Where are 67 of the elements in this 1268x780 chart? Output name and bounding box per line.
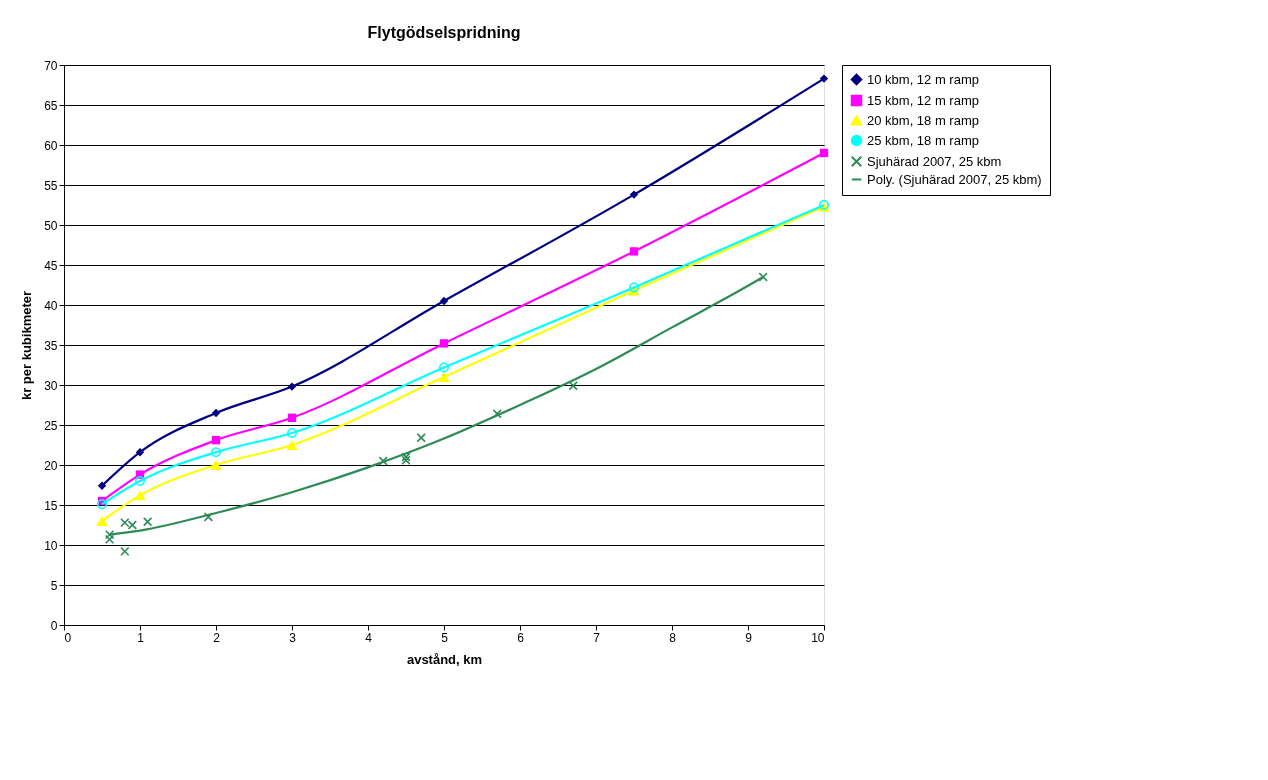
y-tick-label: 65 bbox=[44, 98, 58, 113]
legend-label: Sjuhärad 2007, 25 kbm bbox=[867, 153, 1002, 169]
point bbox=[211, 447, 221, 458]
point bbox=[287, 382, 297, 391]
point bbox=[439, 296, 449, 306]
y-tick-label: 10 bbox=[44, 538, 58, 553]
point bbox=[96, 516, 108, 526]
x-tick-label: 5 bbox=[441, 630, 449, 645]
y-tick-label: 30 bbox=[44, 378, 58, 393]
y-tick-label: 0 bbox=[50, 618, 58, 633]
point bbox=[378, 456, 388, 466]
point bbox=[104, 529, 115, 540]
point bbox=[211, 436, 221, 445]
x-tick-label: 10 bbox=[811, 630, 825, 645]
point bbox=[203, 512, 214, 522]
point bbox=[629, 247, 639, 256]
y-axis-title: kr per kubikmeter bbox=[19, 290, 35, 401]
x-tick-label: 7 bbox=[593, 630, 601, 645]
point bbox=[135, 476, 145, 486]
chart-title: Flytgödselspridning bbox=[367, 24, 521, 41]
x-tick-label: 8 bbox=[669, 630, 677, 645]
x-tick-label: 9 bbox=[745, 630, 753, 645]
y-tick-label: 5 bbox=[50, 578, 58, 593]
legend-label: 10 kbm, 12 m ramp bbox=[867, 71, 979, 87]
legend-label: 15 kbm, 12 m ramp bbox=[867, 92, 979, 108]
y-tick-label: 60 bbox=[44, 138, 58, 153]
point bbox=[97, 499, 107, 510]
point bbox=[120, 546, 130, 557]
y-tick-label: 50 bbox=[44, 218, 58, 233]
y-tick-label: 15 bbox=[44, 498, 58, 513]
y-tick-label: 45 bbox=[44, 258, 58, 273]
x-axis-title: avstånd, km bbox=[406, 651, 483, 667]
point bbox=[492, 409, 502, 419]
point bbox=[758, 272, 768, 282]
x-tick-label: 6 bbox=[517, 630, 525, 645]
point bbox=[819, 148, 829, 158]
legend-label: Poly. (Sjuhärad 2007, 25 kbm) bbox=[867, 171, 1042, 187]
legend-label: 25 kbm, 18 m ramp bbox=[867, 132, 979, 148]
y-tick-label: 20 bbox=[44, 458, 58, 473]
x-tick-label: 4 bbox=[365, 630, 373, 645]
y-tick-label: 55 bbox=[44, 178, 58, 193]
point bbox=[97, 481, 107, 490]
point bbox=[416, 433, 426, 443]
legend-label: 20 kbm, 18 m ramp bbox=[867, 112, 979, 128]
x-tick-label: 1 bbox=[137, 630, 145, 645]
point bbox=[211, 408, 221, 418]
x-tick-label: 3 bbox=[289, 630, 297, 645]
point bbox=[438, 372, 450, 382]
y-tick-label: 35 bbox=[44, 338, 58, 353]
point bbox=[287, 413, 297, 422]
x-tick-label: 0 bbox=[64, 630, 72, 645]
point bbox=[819, 74, 829, 83]
point bbox=[135, 448, 145, 457]
point bbox=[142, 517, 153, 527]
point bbox=[286, 440, 298, 450]
point bbox=[568, 381, 578, 391]
point bbox=[104, 534, 115, 545]
point bbox=[210, 460, 222, 470]
point bbox=[439, 362, 449, 373]
point bbox=[629, 190, 639, 199]
point bbox=[134, 490, 146, 501]
point bbox=[287, 428, 297, 438]
y-tick-label: 25 bbox=[44, 418, 58, 433]
y-tick-label: 40 bbox=[44, 298, 58, 313]
point bbox=[439, 339, 449, 348]
x-tick-label: 2 bbox=[213, 630, 221, 645]
y-tick-label: 70 bbox=[44, 58, 58, 73]
